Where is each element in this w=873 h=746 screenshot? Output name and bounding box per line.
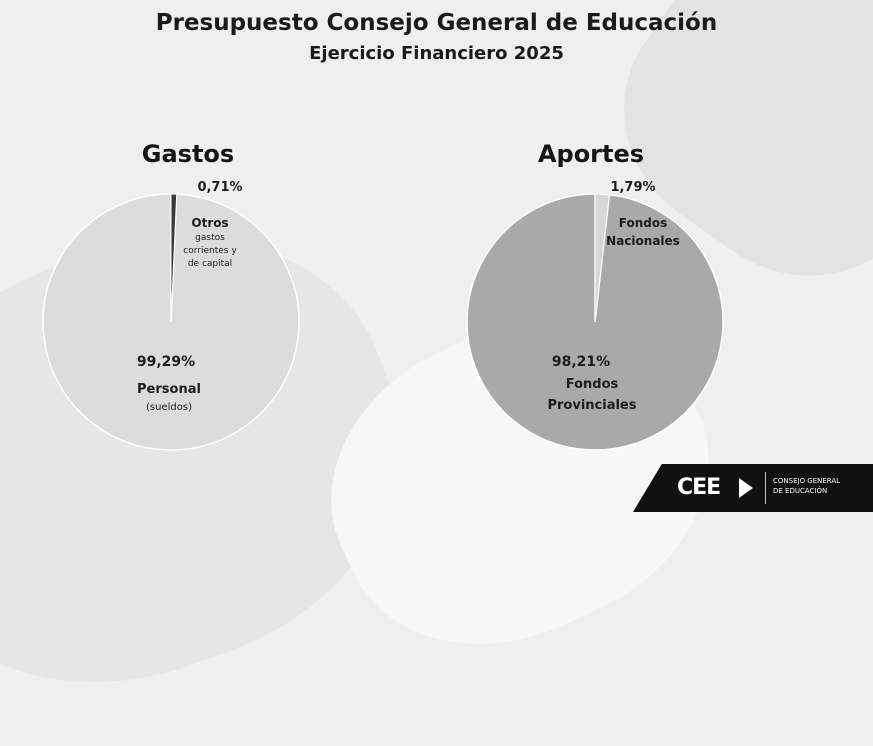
logo-divider: [765, 472, 766, 504]
gastos-personal-pct-label: 99,29%: [137, 354, 195, 370]
aportes-fondos-nacionales-pct-label: 1,79%: [610, 180, 655, 195]
aportes-pie-chart: 1,79% Fondos Nacionales 98,21% Fondos Provinc…: [466, 180, 724, 451]
gastos-otros-pct-label: 0,71%: [197, 180, 242, 195]
gastos-personal-label: Personal: [137, 382, 201, 397]
gastos-otros-label: gastos: [195, 233, 225, 243]
aportes-fondos-provinciales-label: Provinciales: [547, 398, 636, 413]
logo-mark: CEE: [677, 475, 721, 500]
gastos-chart-title: Gastos: [141, 140, 235, 168]
aportes-slice-fondos-nacionales: [594, 193, 610, 323]
aportes-fondos-provinciales-label: Fondos: [566, 377, 619, 392]
gastos-pie-chart: 0,71% Otros gastos corrientes y de capital 99…: [42, 180, 300, 451]
logo-text-line2: DE EDUCACIÓN: [773, 487, 828, 495]
gastos-slice-otros: [170, 193, 178, 323]
gastos-otros-label: de capital: [188, 259, 232, 269]
aportes-fondos-nacionales-label: Fondos: [619, 216, 667, 230]
gastos-otros-label: Otros: [191, 216, 228, 230]
page-subtitle: Ejercicio Financiero 2025: [309, 43, 564, 64]
gastos-otros-label: corrientes y: [183, 246, 237, 256]
page-title: Presupuesto Consejo General de Educación: [155, 10, 718, 36]
logo-text-line1: CONSEJO GENERAL: [773, 477, 841, 485]
logo-arrow-icon: [739, 478, 753, 498]
aportes-fondos-provinciales-pct-label: 98,21%: [552, 354, 610, 370]
aportes-fondos-nacionales-label: Nacionales: [606, 234, 680, 248]
cge-logo: CEE CONSEJO GENERAL DE EDUCACIÓN: [633, 464, 873, 512]
gastos-personal-label: (sueldos): [146, 402, 192, 413]
aportes-chart-title: Aportes: [537, 140, 645, 168]
logo-text: CONSEJO GENERAL DE EDUCACIÓN: [773, 476, 840, 496]
